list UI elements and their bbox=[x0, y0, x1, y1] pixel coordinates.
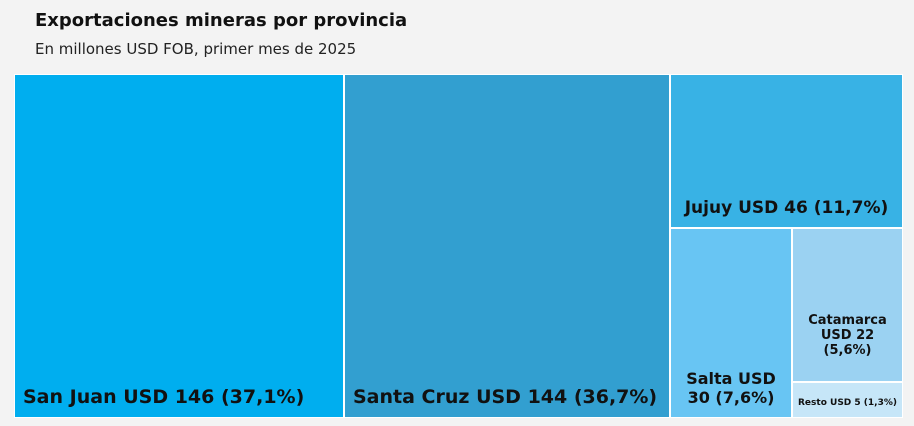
chart-title: Exportaciones mineras por provincia bbox=[35, 10, 408, 31]
treemap-cell-jujuy: Jujuy USD 46 (11,7%) bbox=[670, 74, 903, 228]
treemap-cell-san-juan: San Juan USD 146 (37,1%) bbox=[14, 74, 344, 418]
treemap-label-jujuy: Jujuy USD 46 (11,7%) bbox=[684, 198, 889, 219]
treemap-label-resto: Resto USD 5 (1,3%) bbox=[798, 397, 897, 408]
chart-subtitle: En millones USD FOB, primer mes de 2025 bbox=[35, 40, 357, 58]
treemap-cell-catamarca: Catamarca USD 22 (5,6%) bbox=[792, 228, 903, 382]
treemap-label-salta: Salta USD 30 (7,6%) bbox=[686, 369, 776, 407]
treemap-cell-resto: Resto USD 5 (1,3%) bbox=[792, 382, 903, 418]
treemap-label-san-juan: San Juan USD 146 (37,1%) bbox=[23, 386, 305, 409]
treemap-cell-santa-cruz: Santa Cruz USD 144 (36,7%) bbox=[344, 74, 670, 418]
treemap-cell-salta: Salta USD 30 (7,6%) bbox=[670, 228, 792, 418]
treemap-label-santa-cruz: Santa Cruz USD 144 (36,7%) bbox=[353, 386, 658, 409]
treemap-label-catamarca: Catamarca USD 22 (5,6%) bbox=[808, 313, 887, 359]
